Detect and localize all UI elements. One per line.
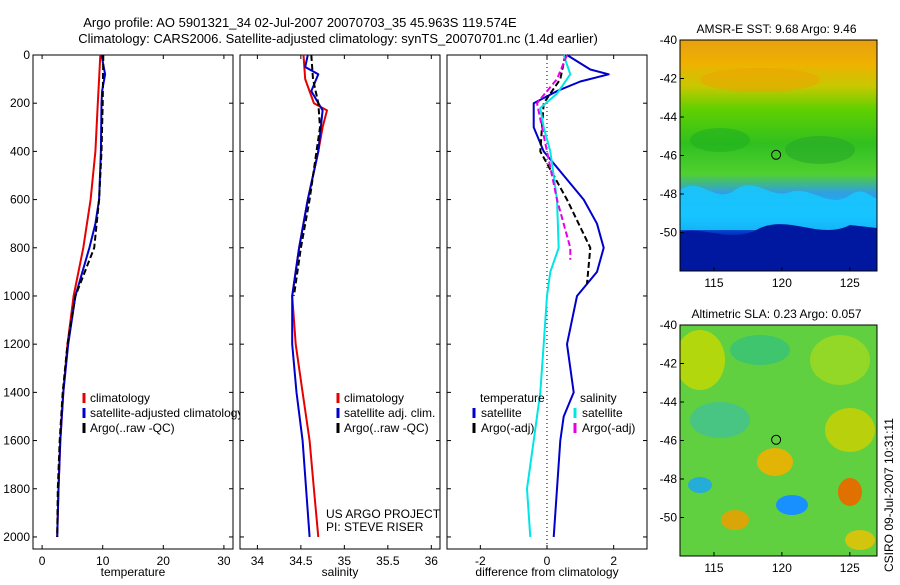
figure-subtitle: Climatology: CARS2006. Satellite-adjuste… [78, 31, 598, 46]
sst_map-xtick-label: 115 [704, 276, 723, 290]
salinity-xlabel: salinity [322, 565, 359, 579]
sla_map-argo-marker [771, 434, 782, 445]
temperature-ytick-label: 1800 [3, 482, 30, 496]
project-label-1: US ARGO PROJECT [326, 507, 441, 521]
sla_map-ytick-label: -50 [660, 511, 678, 525]
temperature-ytick-label: 200 [10, 96, 30, 110]
sst_map-ytick-label: -50 [660, 226, 678, 240]
salinity-xtick-label: 35 [338, 554, 352, 568]
temperature-xtick-label: 20 [157, 554, 171, 568]
sla-blob-3 [810, 335, 870, 385]
sla-blob-6 [845, 530, 875, 550]
sla_map-ytick-label: -44 [660, 395, 678, 409]
difference-series-line-1 [539, 54, 592, 284]
sla_map-ytick-label: -48 [660, 472, 678, 486]
sst_map-xtick-label: 125 [840, 276, 860, 290]
temperature-ytick-label: 1000 [3, 289, 30, 303]
difference-xtick-label: -2 [475, 554, 486, 568]
sla-blob-5 [825, 408, 875, 452]
temperature-legend-label-0: climatology [90, 391, 150, 405]
sla-blob-1 [680, 330, 725, 390]
sst-map-panel: AMSR-E SST: 9.68 Argo: 9.46 115 120 125 -40 -… [660, 22, 878, 290]
sla-heatmap [680, 325, 877, 556]
temperature-ytick-label: 1400 [3, 385, 30, 399]
temperature-ytick-label: 2000 [3, 530, 30, 544]
sla_map-ytick-label: -42 [660, 357, 678, 371]
difference-legend-label-3: Argo(-adj) [582, 421, 635, 435]
temperature-ytick-label: 600 [10, 193, 30, 207]
sla-map-panel: Altimetric SLA: 0.23 Argo: 0.057 115 120 12… [660, 307, 878, 575]
temperature-legend-label-1: satellite-adjusted climatology [90, 406, 243, 420]
sla-warm-spot-3 [721, 510, 749, 530]
sst-eddy-2 [785, 136, 855, 164]
sla-blob-2 [730, 335, 790, 365]
sst_map-ytick-label: -48 [660, 187, 678, 201]
sst_map-ytick-label: -40 [660, 33, 678, 47]
figure-title: Argo profile: AO 5901321_34 02-Jul-2007 … [83, 15, 517, 30]
sst-cold-water [680, 224, 877, 271]
sst_map-ytick-label: -46 [660, 149, 678, 163]
difference-xlabel: difference from climatology [475, 565, 618, 579]
sla-warm-spot-2 [838, 478, 862, 506]
difference-legend-label-0: satellite [481, 406, 522, 420]
temperature-xtick-label: 30 [217, 554, 231, 568]
temperature-xtick-label: 0 [39, 554, 46, 568]
difference-legend-label-1: Argo(-adj) [481, 421, 534, 435]
difference-xtick-label: 2 [610, 554, 617, 568]
salinity-legend-label-0: climatology [344, 391, 404, 405]
sst-front-band [680, 185, 877, 230]
sst-warm-band [700, 68, 820, 92]
temperature-ytick-label: 0 [23, 48, 30, 62]
project-label-2: PI: STEVE RISER [326, 520, 424, 534]
sla-cold-spot-1 [776, 495, 808, 515]
sst_map-xtick-label: 120 [772, 276, 792, 290]
sla-cold-spot-2 [688, 477, 712, 493]
sst_map-title: AMSR-E SST: 9.68 Argo: 9.46 [696, 22, 856, 36]
salinity-xtick-label: 34 [251, 554, 265, 568]
temperature-axes-frame [32, 54, 234, 550]
sla_map-xtick-label: 115 [704, 561, 723, 575]
salinity-panel: 34 34.5 35 35.5 36 salinity climatologysatelli… [239, 54, 441, 579]
salinity-xtick-label: 34.5 [289, 554, 313, 568]
temperature-legend-label-2: Argo(..raw -QC) [90, 421, 175, 435]
temperature-xtick-label: 10 [96, 554, 110, 568]
sst_map-ytick-label: -42 [660, 72, 678, 86]
salinity-axes-frame [239, 54, 441, 550]
difference-series-line-0 [532, 54, 610, 538]
sla_map-title: Altimetric SLA: 0.23 Argo: 0.057 [691, 307, 861, 321]
salinity-series-line-1 [291, 54, 324, 538]
difference-legend-label-2: satellite [582, 406, 623, 420]
temperature-panel: 0 10 20 30 0 200 400 600 800 1000 1200 1400 1600 1800… [3, 48, 243, 579]
sla-blob-4 [690, 402, 750, 438]
salinity-legend-label-1: satellite adj. clim. [344, 406, 435, 420]
sla_map-xtick-label: 120 [772, 561, 792, 575]
temperature-ytick-label: 400 [10, 144, 30, 158]
salinity-xtick-label: 35.5 [376, 554, 400, 568]
difference-legend-header-salinity: salinity [580, 391, 617, 405]
temperature-series-line-2 [56, 54, 105, 538]
sla_map-ytick-label: -40 [660, 318, 678, 332]
sst_map-ytick-label: -44 [660, 110, 678, 124]
temperature-ytick-label: 800 [10, 241, 30, 255]
sla_map-xtick-label: 125 [840, 561, 860, 575]
sst-heatmap [680, 40, 877, 271]
sst_map-argo-marker [771, 149, 782, 160]
difference-xtick-label: 0 [544, 554, 551, 568]
sst-eddy-1 [690, 128, 750, 152]
salinity-series-line-2 [292, 54, 321, 297]
temperature-xlabel: temperature [101, 565, 166, 579]
difference-legend-header-temperature: temperature [480, 391, 545, 405]
salinity-legend-label-2: Argo(..raw -QC) [344, 421, 429, 435]
salinity-xtick-label: 36 [425, 554, 439, 568]
sla_map-ytick-label: -46 [660, 434, 678, 448]
difference-series-line-2 [526, 54, 572, 538]
temperature-ytick-label: 1200 [3, 337, 30, 351]
sla-warm-spot-1 [757, 448, 793, 476]
side-timestamp: CSIRO 09-Jul-2007 10:31:11 [882, 418, 896, 572]
temperature-ytick-label: 1600 [3, 434, 30, 448]
